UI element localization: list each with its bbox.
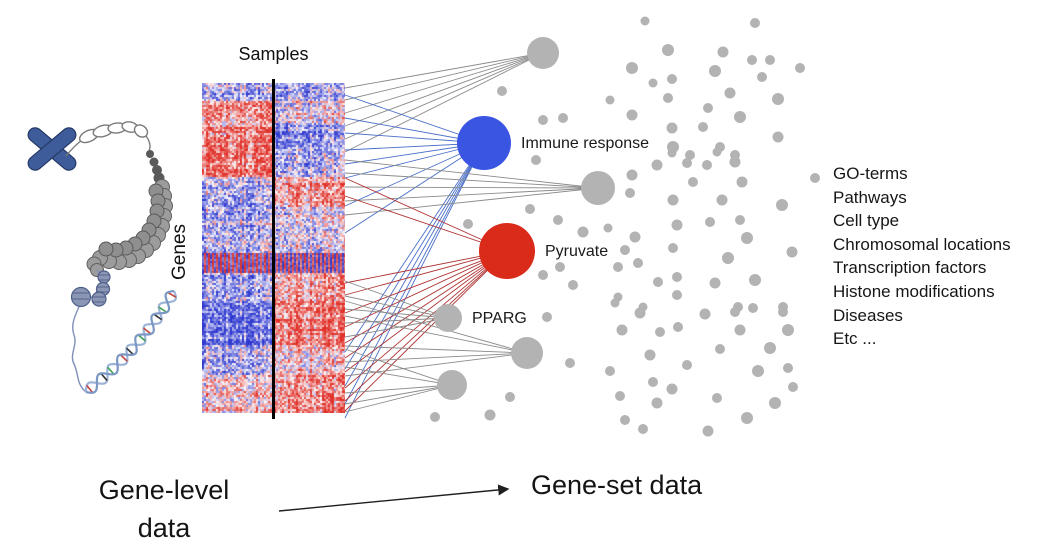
annotation-item: Transcription factors xyxy=(833,258,987,278)
chromosome-icon xyxy=(27,127,77,171)
gene-set-types-list: GO-terms Pathways Cell type Chromosomal … xyxy=(833,162,1011,351)
beads-on-string-icon xyxy=(70,269,111,393)
gene-set-data-label: Gene-set data xyxy=(531,470,703,500)
nucleosome-fiber-icon xyxy=(86,150,173,277)
samples-axis-label: Samples xyxy=(238,44,309,64)
annotation-item: Chromosomal locations xyxy=(833,234,1011,254)
annotation-item: Diseases xyxy=(833,305,903,325)
chromosome-to-dna-illustration xyxy=(27,121,178,394)
gene-level-data-line1: Gene-level xyxy=(98,475,230,505)
annotation-item: Histone modifications xyxy=(833,281,995,301)
chromatin-coil-icon xyxy=(65,121,151,157)
dna-helix-icon xyxy=(84,289,178,394)
annotation-item: GO-terms xyxy=(833,164,908,183)
gene-level-data-line2: data xyxy=(137,513,191,543)
annotation-item: Etc ... xyxy=(833,329,877,349)
gene-level-data-label: Gene-level data xyxy=(58,471,270,547)
annotation-item: Cell type xyxy=(833,211,900,231)
annotation-item: Pathways xyxy=(833,187,907,207)
heatmap-divider-line xyxy=(272,79,275,419)
